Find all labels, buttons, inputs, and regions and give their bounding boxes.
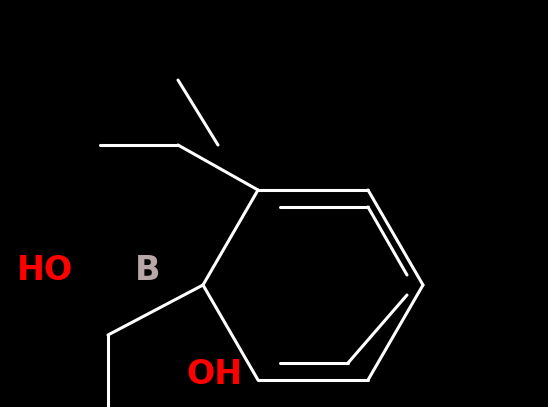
Text: B: B: [135, 254, 161, 287]
Text: HO: HO: [17, 254, 73, 287]
Text: OH: OH: [187, 359, 243, 392]
